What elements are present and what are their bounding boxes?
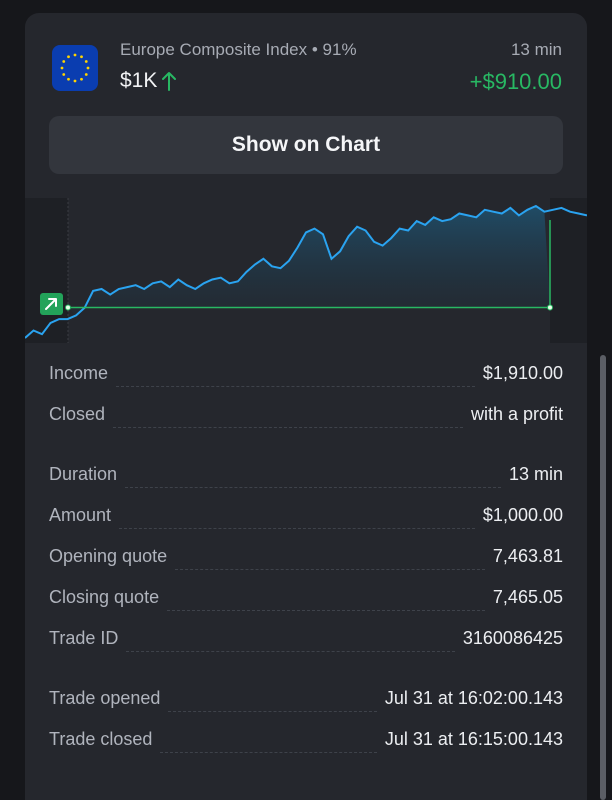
price-area (68, 206, 550, 316)
detail-value: Jul 31 at 16:15:00.143 (384, 729, 563, 749)
trade-profit: +$910.00 (469, 69, 562, 94)
close-point (547, 304, 553, 311)
detail-value: 7,463.81 (492, 546, 563, 566)
detail-row: Amount $1,000.00 (49, 505, 563, 529)
star-icon (73, 53, 77, 57)
detail-value: $1,000.00 (482, 505, 563, 525)
dotted-leader (125, 473, 501, 488)
trade-amount: $1K (120, 69, 158, 92)
post-trade-shade (550, 198, 587, 343)
price-chart (25, 198, 587, 343)
detail-label: Opening quote (49, 546, 168, 566)
eu-stars (60, 53, 90, 83)
dotted-leader (168, 697, 377, 712)
detail-label: Duration (49, 464, 118, 484)
detail-value: 13 min (508, 464, 563, 484)
detail-row: Trade ID 3160086425 (49, 628, 563, 652)
dotted-leader (126, 637, 455, 652)
detail-value: with a profit (470, 404, 563, 424)
star-icon (62, 60, 66, 63)
star-icon (60, 66, 64, 70)
trade-card: Europe Composite Index • 91% $1K 13 min … (25, 13, 587, 800)
star-icon (73, 79, 77, 83)
detail-row: Trade closed Jul 31 at 16:15:00.143 (49, 729, 563, 753)
star-icon (67, 55, 70, 59)
star-icon (80, 55, 83, 59)
asset-title: Europe Composite Index • 91% (120, 40, 357, 60)
detail-label: Income (49, 363, 109, 383)
star-icon (62, 73, 66, 76)
star-icon (84, 73, 88, 76)
detail-value: $1,910.00 (482, 363, 563, 383)
dotted-leader (119, 514, 475, 529)
star-icon (80, 77, 83, 81)
arrow-up-right-icon (40, 293, 63, 315)
pre-trade-shade (25, 198, 68, 343)
star-icon (67, 77, 70, 81)
trade-duration-short: 13 min (510, 40, 562, 59)
dotted-leader (167, 596, 485, 611)
detail-value: Jul 31 at 16:02:00.143 (384, 688, 563, 708)
detail-label: Trade ID (49, 628, 119, 648)
payout-percent: 91% (322, 40, 357, 59)
detail-row: Trade opened Jul 31 at 16:02:00.143 (49, 688, 563, 712)
star-icon (84, 60, 88, 63)
eu-flag-icon (52, 45, 98, 91)
dotted-leader (116, 372, 475, 387)
detail-row: Closed with a profit (49, 404, 563, 428)
trade-amount-row: $1K (120, 69, 177, 93)
scrollbar[interactable] (600, 355, 606, 800)
dotted-leader (175, 555, 485, 570)
asset-name: Europe Composite Index (120, 40, 308, 59)
detail-row: Income $1,910.00 (49, 363, 563, 387)
arrow-up-icon (162, 72, 177, 91)
detail-label: Amount (49, 505, 112, 525)
detail-label: Trade opened (49, 688, 161, 708)
dotted-leader (113, 413, 463, 428)
detail-label: Closed (49, 404, 106, 424)
detail-row: Closing quote 7,465.05 (49, 587, 563, 611)
detail-row: Opening quote 7,463.81 (49, 546, 563, 570)
detail-value: 3160086425 (462, 628, 563, 648)
open-point (65, 304, 71, 311)
show-on-chart-button[interactable]: Show on Chart (49, 116, 563, 174)
detail-row: Duration 13 min (49, 464, 563, 488)
detail-label: Closing quote (49, 587, 160, 607)
price-line (25, 204, 587, 339)
detail-value: 7,465.05 (492, 587, 563, 607)
dotted-leader (160, 738, 377, 753)
separator-dot: • (311, 40, 323, 59)
star-icon (86, 66, 90, 70)
detail-label: Trade closed (49, 729, 153, 749)
